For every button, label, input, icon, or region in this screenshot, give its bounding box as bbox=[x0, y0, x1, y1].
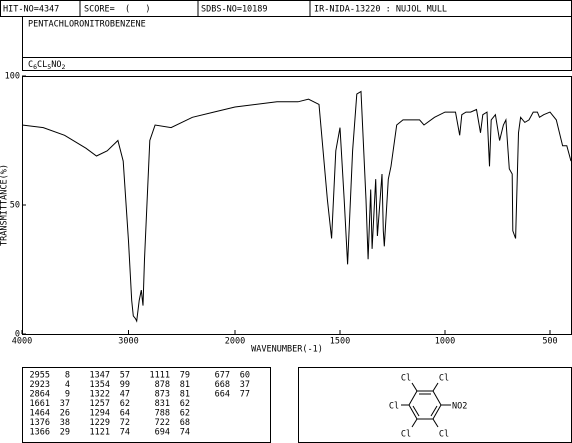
y-axis-label: TRANSMITTANCE(%) bbox=[0, 164, 10, 246]
peak-wavenumber: 1322 bbox=[90, 390, 110, 400]
peak-transmittance: 60 bbox=[240, 371, 250, 381]
x-tick-label: 1500 bbox=[330, 337, 350, 347]
x-tick-label: 2000 bbox=[225, 337, 245, 347]
peak-wavenumber: 2955 bbox=[30, 371, 50, 381]
peak-transmittance: 68 bbox=[180, 418, 190, 428]
hit-no: HIT-NO=4347 bbox=[3, 5, 59, 15]
peak-transmittance: 62 bbox=[120, 399, 130, 409]
plot-frame bbox=[22, 76, 572, 335]
peak-wavenumber: 1464 bbox=[30, 409, 50, 419]
structure bbox=[401, 382, 451, 428]
peak-transmittance: 9 bbox=[65, 390, 70, 400]
structure-box bbox=[298, 367, 572, 443]
bond bbox=[430, 405, 438, 417]
y-tick-label: 50 bbox=[10, 201, 20, 211]
formula: C6CL5NO2 bbox=[28, 60, 65, 72]
peak-transmittance: 4 bbox=[65, 380, 70, 390]
peak-wavenumber: 788 bbox=[155, 409, 170, 419]
peak-wavenumber: 2923 bbox=[30, 380, 50, 390]
peak-transmittance: 62 bbox=[180, 409, 190, 419]
peak-wavenumber: 1347 bbox=[90, 371, 110, 381]
atom-label: Cl bbox=[401, 430, 411, 440]
compound-name: PENTACHLORONITROBENZENE bbox=[28, 20, 146, 30]
peak-wavenumber: 1661 bbox=[30, 399, 50, 409]
peak-wavenumber: 1121 bbox=[90, 428, 110, 438]
peak-transmittance: 8 bbox=[65, 371, 70, 381]
peak-wavenumber: 1257 bbox=[90, 399, 110, 409]
x-axis-label: WAVENUMBER(-1) bbox=[251, 345, 323, 355]
y-tick-label: 100 bbox=[5, 72, 20, 82]
peak-wavenumber: 1366 bbox=[30, 428, 50, 438]
peak-wavenumber: 664 bbox=[215, 390, 230, 400]
peak-transmittance: 26 bbox=[60, 409, 70, 419]
peak-wavenumber: 1229 bbox=[90, 418, 110, 428]
x-tick-label: 4000 bbox=[12, 337, 32, 347]
formula-part: 6 bbox=[33, 63, 37, 71]
x-tick-label: 3000 bbox=[118, 337, 138, 347]
atom-label: Cl bbox=[401, 374, 411, 384]
peak-transmittance: 74 bbox=[120, 428, 130, 438]
x-tick-label: 1000 bbox=[435, 337, 455, 347]
atom-label: NO2 bbox=[452, 402, 467, 412]
atom-label: Cl bbox=[439, 430, 449, 440]
peak-transmittance: 74 bbox=[180, 428, 190, 438]
peak-wavenumber: 668 bbox=[215, 380, 230, 390]
y-tick-label: 0 bbox=[15, 330, 20, 340]
formula-part: C bbox=[28, 60, 33, 70]
peak-transmittance: 64 bbox=[120, 409, 130, 419]
spectrum-line bbox=[21, 90, 572, 323]
peak-wavenumber: 1111 bbox=[150, 371, 170, 381]
peak-wavenumber: 722 bbox=[155, 418, 170, 428]
formula-part: CL bbox=[37, 60, 47, 70]
formula-part: 5 bbox=[47, 63, 51, 71]
peak-transmittance: 81 bbox=[180, 380, 190, 390]
peak-wavenumber: 2864 bbox=[30, 390, 50, 400]
peak-transmittance: 37 bbox=[60, 399, 70, 409]
peak-wavenumber: 831 bbox=[155, 399, 170, 409]
atom-label: Cl bbox=[439, 374, 449, 384]
peak-transmittance: 29 bbox=[60, 428, 70, 438]
peak-wavenumber: 873 bbox=[155, 390, 170, 400]
peak-wavenumber: 878 bbox=[155, 380, 170, 390]
atom-label: Cl bbox=[389, 402, 399, 412]
score: SCORE= ( ) bbox=[84, 5, 151, 15]
peak-transmittance: 62 bbox=[180, 399, 190, 409]
peak-wavenumber: 1354 bbox=[90, 380, 110, 390]
bond bbox=[411, 418, 418, 428]
peak-wavenumber: 677 bbox=[215, 371, 230, 381]
peak-transmittance: 57 bbox=[120, 371, 130, 381]
formula-part: NO bbox=[51, 60, 61, 70]
peak-wavenumber: 1376 bbox=[30, 418, 50, 428]
x-tick-label: 500 bbox=[542, 337, 557, 347]
bond bbox=[412, 405, 420, 417]
peak-transmittance: 99 bbox=[120, 380, 130, 390]
peak-transmittance: 38 bbox=[60, 418, 70, 428]
peak-transmittance: 37 bbox=[240, 380, 250, 390]
peak-transmittance: 72 bbox=[120, 418, 130, 428]
peak-wavenumber: 1294 bbox=[90, 409, 110, 419]
bond bbox=[432, 418, 439, 428]
peak-transmittance: 47 bbox=[120, 390, 130, 400]
peak-transmittance: 79 bbox=[180, 371, 190, 381]
sample: IR-NIDA-13220 : NUJOL MULL bbox=[314, 5, 447, 15]
ring bbox=[408, 390, 442, 420]
peak-transmittance: 81 bbox=[180, 390, 190, 400]
bond bbox=[432, 382, 439, 392]
bond bbox=[411, 382, 418, 392]
peak-transmittance: 77 bbox=[240, 390, 250, 400]
formula-part: 2 bbox=[61, 63, 65, 71]
peak-wavenumber: 694 bbox=[155, 428, 170, 438]
sdbs-no: SDBS-NO=10189 bbox=[201, 5, 268, 15]
